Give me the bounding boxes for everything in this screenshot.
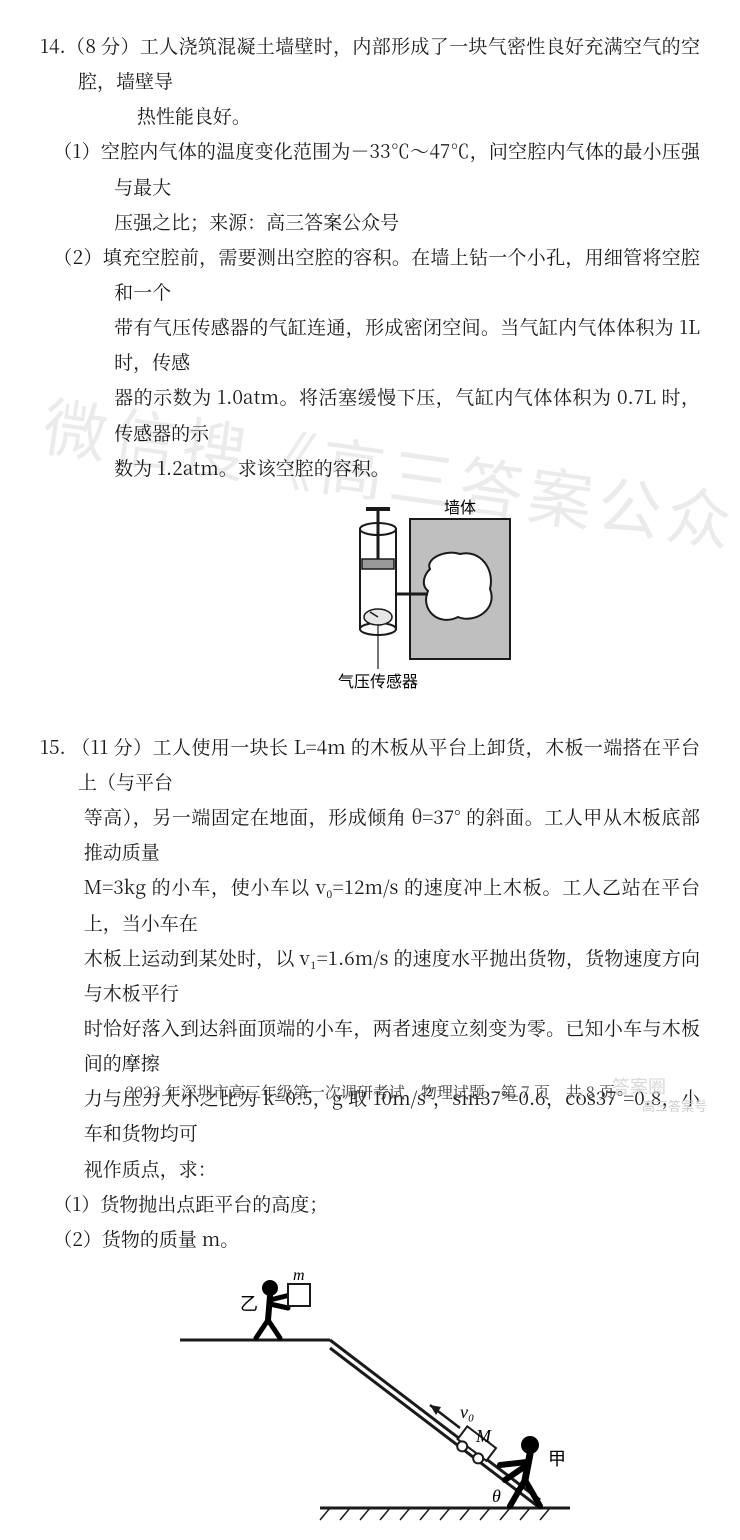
jia-label: 甲 (548, 1449, 566, 1469)
box-m (288, 1284, 310, 1306)
q15-number: 15. (40, 733, 66, 760)
q14-stem-line1: 工人浇筑混凝土墙壁时，内部形成了一块气密性良好充满空气的空腔，墙壁导 (78, 32, 700, 94)
q15-svg: θ M v₀ (160, 1270, 580, 1540)
q14-stem-line2: 热性能良好。 (40, 98, 700, 133)
m-label: m (293, 1270, 305, 1284)
q14-number: 14. (40, 32, 66, 59)
q14-part2-line2: 带有气压传感器的气缸连通，形成密闭空间。当气缸内气体体积为 1L 时，传感 (40, 309, 700, 379)
cavity-shape (424, 552, 492, 619)
piston (362, 559, 394, 569)
yi-label: 乙 (240, 1294, 258, 1314)
q14-part1-line1: （1）空腔内气体的温度变化范围为－33℃～47℃，问空腔内气体的最小压强与最大 (40, 133, 700, 203)
v0-arrow (430, 1405, 460, 1428)
q15-figure: θ M v₀ (40, 1270, 700, 1540)
M-label: M (475, 1426, 492, 1446)
wall-label: 墙体 (444, 499, 476, 517)
question-15: 15. （11 分）工人使用一块长 L=4m 的木板从平台上卸货，木板一端搭在平… (40, 729, 700, 1540)
corner-watermark: 答案圈 高三答案号 (612, 1075, 732, 1115)
q14-svg: 墙体 气压传感器 (220, 499, 520, 699)
corner-text1: 答案圈 (612, 1077, 666, 1097)
q14-part2-line3: 器的示数为 1.0atm。将活塞缓慢下压，气缸内气体体积为 0.7L 时，传感器… (40, 379, 700, 449)
q14-points: （8 分） (66, 32, 140, 59)
corner-text2: 高三答案号 (642, 1099, 707, 1114)
q14-figure: 墙体 气压传感器 (40, 499, 700, 699)
q14-part1-line2: 压强之比；来源：高三答案公众号 (40, 204, 700, 239)
q15-stem-line7: 视作质点，求： (40, 1151, 700, 1186)
plank-bottom (330, 1348, 540, 1508)
worker-jia (500, 1436, 540, 1506)
q15-points: （11 分） (71, 733, 152, 760)
q14-part2-line4: 数为 1.2atm。求该空腔的容积。 (40, 450, 700, 485)
q15-stem-line5: 时恰好落入到达斜面顶端的小车，两者速度立刻变为零。已知小车与木板间的摩擦 (40, 1010, 700, 1080)
q15-stem-line1: 工人使用一块长 L=4m 的木板从平台上卸货，木板一端搭在平台上（与平台 (78, 733, 700, 795)
theta-label: θ (492, 1486, 501, 1506)
q15-stem-line2: 等高），另一端固定在地面，形成倾角 θ=37° 的斜面。工人甲从木板底部推动质量 (40, 799, 700, 869)
q15-stem-line3: M=3kg 的小车，使小车以 v₀=12m/s 的速度冲上木板。工人乙站在平台上… (40, 869, 700, 939)
sensor-label: 气压传感器 (338, 673, 418, 691)
q15-part2: （2）货物的质量 m。 (40, 1221, 700, 1256)
q15-stem-line4: 木板上运动到某处时，以 v₁=1.6m/s 的速度水平抛出货物，货物速度方向与木… (40, 940, 700, 1010)
worker-yi (256, 1280, 290, 1338)
q15-part1: （1）货物抛出点距平台的高度； (40, 1186, 700, 1221)
question-14: 14.（8 分）工人浇筑混凝土墙壁时，内部形成了一块气密性良好充满空气的空腔，墙… (40, 28, 700, 699)
q14-part2-line1: （2）填充空腔前，需要测出空腔的容积。在墙上钻一个小孔，用细管将空腔和一个 (40, 239, 700, 309)
v0-label: v₀ (460, 1402, 474, 1422)
ground-hatch (320, 1508, 550, 1520)
